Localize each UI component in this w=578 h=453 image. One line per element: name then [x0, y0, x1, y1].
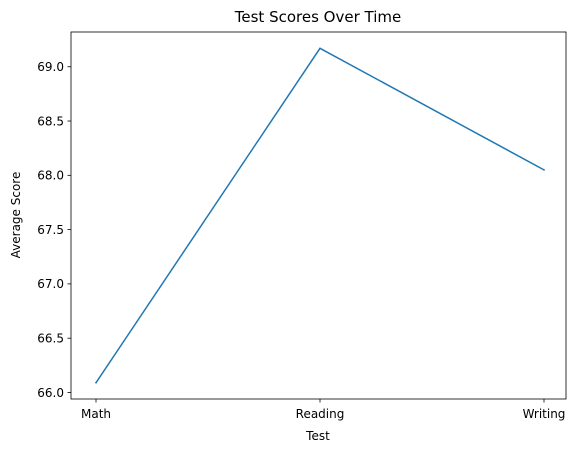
- data-point: [319, 47, 321, 50]
- chart-title: Test Scores Over Time: [234, 8, 401, 26]
- data-point: [543, 169, 545, 171]
- data-point: [95, 381, 97, 384]
- x-tick-label: Writing: [523, 407, 566, 421]
- x-tick-label: Reading: [296, 407, 345, 421]
- axes-frame: [70, 31, 567, 400]
- y-axis-label: Average Score: [9, 172, 23, 259]
- y-tick-label: 67.0: [37, 277, 64, 291]
- x-tick-label: Math: [81, 407, 111, 421]
- y-tick-label: 66.0: [37, 386, 64, 400]
- y-tick-label: 69.0: [37, 60, 64, 74]
- plot-area: [94, 47, 546, 384]
- x-axis-label: Test: [305, 429, 330, 443]
- x-axis: Math Reading Writing: [81, 399, 565, 421]
- y-tick-label: 68.5: [37, 114, 64, 128]
- series-line: [94, 47, 546, 384]
- y-tick-label: 68.0: [37, 169, 64, 183]
- y-tick-label: 67.5: [37, 223, 64, 237]
- y-axis: 66.0 66.5 67.0 67.5 68.0 68.5 69.0: [37, 60, 71, 400]
- y-tick-label: 66.5: [37, 331, 64, 345]
